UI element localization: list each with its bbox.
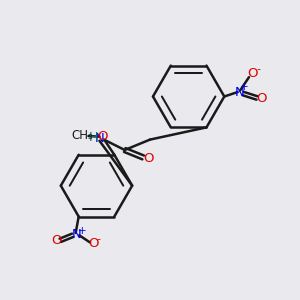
Text: O: O — [51, 234, 61, 248]
Text: -: - — [256, 64, 260, 74]
Text: O: O — [88, 236, 99, 250]
Text: O: O — [143, 152, 154, 164]
Text: +: + — [78, 226, 86, 236]
Text: -: - — [97, 234, 101, 244]
Text: +: + — [240, 82, 248, 92]
Text: N: N — [234, 85, 244, 98]
Text: O: O — [247, 67, 258, 80]
Text: CH₃: CH₃ — [71, 129, 93, 142]
Text: O: O — [256, 92, 266, 105]
Text: N: N — [94, 132, 104, 145]
Text: H: H — [89, 131, 98, 144]
Text: O: O — [97, 130, 108, 143]
Text: N: N — [71, 228, 81, 241]
